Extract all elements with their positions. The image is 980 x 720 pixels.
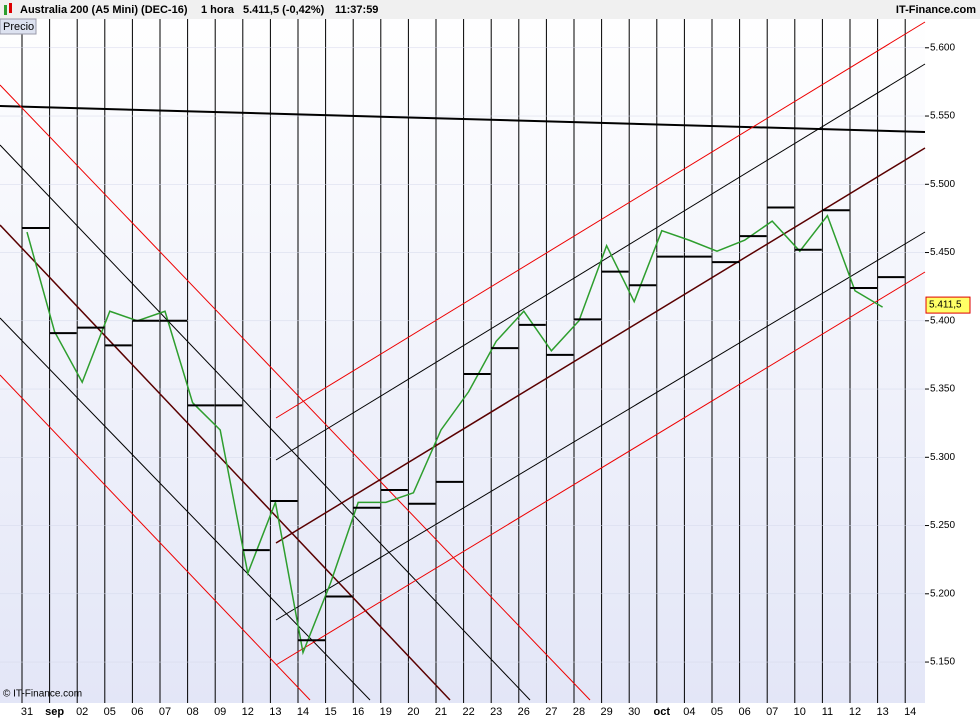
brand: IT-Finance.com: [896, 4, 976, 16]
period: 1 hora: [201, 4, 235, 16]
trend-line: [275, 147, 926, 544]
x-tick-label: 26: [518, 706, 530, 718]
panel-label: Precio: [3, 21, 34, 33]
x-tick-label: 20: [407, 706, 419, 718]
y-tick-label: 5.200: [930, 588, 955, 599]
x-tick-label: 22: [462, 706, 474, 718]
x-tick-label: 15: [324, 706, 336, 718]
y-tick-label: 5.450: [930, 247, 955, 258]
x-axis-panel: [0, 703, 925, 720]
grid: [0, 19, 925, 703]
data: [22, 206, 905, 656]
x-tick-label: 06: [131, 706, 143, 718]
y-axis-panel: [925, 0, 980, 720]
x-tick-label: 04: [683, 706, 695, 718]
y-tick-label: 5.150: [930, 657, 955, 668]
x-tick-label: sep: [45, 706, 64, 718]
header-bar: [0, 0, 980, 19]
x-tick-label: oct: [654, 706, 671, 718]
x-tick-label: 14: [297, 706, 309, 718]
trend-line: [0, 105, 926, 133]
copyright: © IT-Finance.com: [3, 689, 82, 700]
quote: 5.411,5 (-0,42%): [243, 4, 325, 16]
icon: [4, 5, 7, 15]
trend-line: [0, 224, 451, 701]
trend-line: [0, 317, 371, 701]
x-tick-label: 13: [876, 706, 888, 718]
trend-line: [275, 21, 926, 419]
x-tick-label: 02: [76, 706, 88, 718]
panel-label-box: [0, 18, 37, 35]
x-tick-label: 12: [849, 706, 861, 718]
instrument: Australia 200 (A5 Mini) (DEC-16): [20, 4, 188, 16]
x-tick-label: 23: [490, 706, 502, 718]
price-line: [26, 214, 883, 656]
x-tick-label: 29: [600, 706, 612, 718]
x-tick-label: 13: [269, 706, 281, 718]
last-price-label: 5.411,5: [929, 300, 962, 311]
x-tick-label: 11: [822, 706, 833, 718]
x-tick-label: 12: [242, 706, 254, 718]
x-tick-label: 16: [352, 706, 364, 718]
y-tick-label: 5.600: [930, 42, 955, 53]
trend-line: [0, 144, 531, 701]
x-tick-label: 09: [214, 706, 226, 718]
y-tick-label: 5.300: [930, 452, 955, 463]
x-tick-label: 07: [766, 706, 778, 718]
y-tick-label: 5.500: [930, 179, 955, 190]
x-tick-label: 21: [435, 706, 447, 718]
y-tick-label: 5.550: [930, 111, 955, 122]
y-tick-label: 5.400: [930, 315, 955, 326]
trend-line: [275, 271, 926, 666]
x-tick-label: 14: [904, 706, 916, 718]
y-tick-label: 5.350: [930, 384, 955, 395]
x-tick-label: 30: [628, 706, 640, 718]
x-tick-label: 31: [21, 706, 33, 718]
icon: [9, 3, 12, 13]
trend-line: [275, 231, 926, 621]
x-tick-label: 08: [186, 706, 198, 718]
x-tick-label: 07: [159, 706, 171, 718]
x-tick-label: 27: [545, 706, 557, 718]
x-tick-label: 10: [794, 706, 806, 718]
x-tick-label: 05: [711, 706, 723, 718]
trend-line: [0, 84, 591, 701]
x-tick-label: 06: [738, 706, 750, 718]
y-tick-label: 5.250: [930, 520, 955, 531]
trend-line: [0, 374, 311, 701]
x-tick-label: 28: [573, 706, 585, 718]
last-price-box: [925, 296, 971, 314]
x-tick-label: 05: [104, 706, 116, 718]
plot-area: [0, 0, 925, 703]
x-tick-label: 19: [380, 706, 392, 718]
time: 11:37:59: [335, 4, 378, 16]
